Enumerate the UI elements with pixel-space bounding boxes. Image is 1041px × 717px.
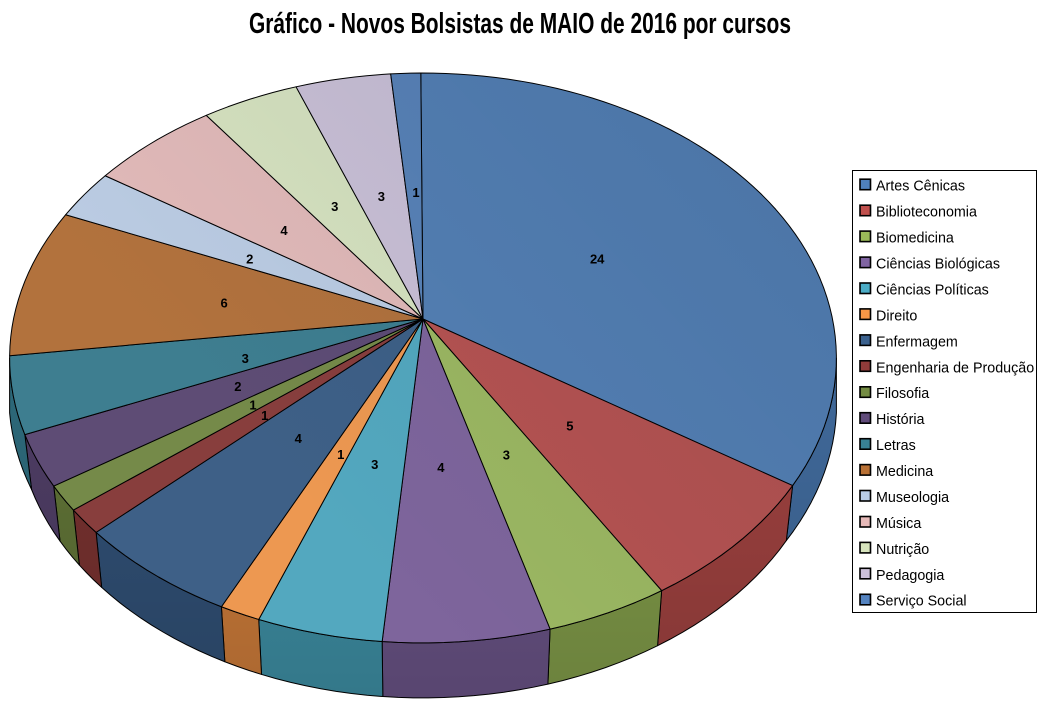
svg-text:Música: Música [876,516,921,532]
svg-text:Direito: Direito [876,308,917,324]
svg-text:Biomedicina: Biomedicina [876,231,954,247]
svg-text:Gráfico - Novos Bolsistas de M: Gráfico - Novos Bolsistas de MAIO de 201… [249,8,791,40]
svg-text:Ciências Políticas: Ciências Políticas [876,283,989,299]
svg-text:Museologia: Museologia [876,490,949,506]
svg-text:Letras: Letras [876,438,916,454]
svg-text:História: História [876,412,925,428]
svg-text:4: 4 [280,223,288,238]
svg-text:Biblioteconomia: Biblioteconomia [876,205,977,221]
svg-text:3: 3 [371,457,378,472]
svg-text:1: 1 [249,398,256,413]
svg-text:Serviço Social: Serviço Social [876,594,967,610]
svg-text:Nutrição: Nutrição [876,542,929,558]
svg-text:5: 5 [566,419,573,434]
svg-text:Enfermagem: Enfermagem [876,334,958,350]
svg-text:6: 6 [220,296,227,311]
svg-text:24: 24 [590,252,605,267]
svg-text:3: 3 [242,351,249,366]
svg-text:Ciências Biológicas: Ciências Biológicas [876,257,1000,273]
svg-text:3: 3 [503,447,510,462]
svg-text:Artes Cênicas: Artes Cênicas [876,179,965,195]
svg-text:Filosofia: Filosofia [876,386,929,402]
svg-text:1: 1 [337,447,344,462]
svg-text:4: 4 [295,431,303,446]
svg-text:2: 2 [246,252,253,267]
svg-text:2: 2 [234,379,241,394]
svg-text:3: 3 [331,199,338,214]
svg-text:1: 1 [261,408,268,423]
svg-text:1: 1 [412,185,419,200]
svg-text:Medicina: Medicina [876,464,933,480]
svg-text:Engenharia de Produção: Engenharia de Produção [876,360,1034,376]
svg-text:Pedagogia: Pedagogia [876,568,944,584]
svg-text:4: 4 [437,460,445,475]
svg-text:3: 3 [378,189,385,204]
